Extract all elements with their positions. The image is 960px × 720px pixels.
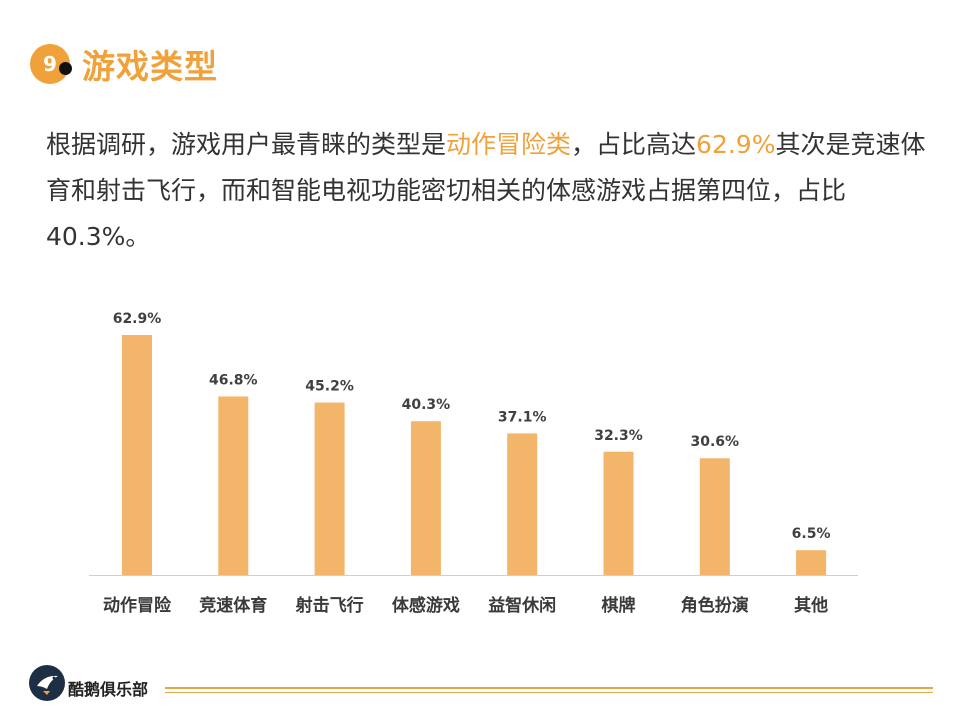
summary-part-2: ，占比高达: [571, 130, 697, 159]
penguin-logo-icon: [29, 665, 65, 701]
category-label-7: 其他: [794, 595, 828, 616]
value-label-4: 37.1%: [498, 409, 547, 425]
summary-part-3: 其次是竞速体育和射击飞行，而和智能电视功能密切相关的体感游戏占据第四位，占比40…: [46, 130, 926, 251]
bar-3: [410, 421, 441, 575]
value-label-1: 46.8%: [209, 372, 258, 388]
value-label-6: 30.6%: [691, 434, 740, 450]
bar-2: [314, 402, 345, 575]
bar-4: [507, 433, 538, 575]
summary-highlight-value: 62.9%: [696, 130, 776, 159]
category-label-4: 益智休闲: [488, 595, 556, 616]
category-label-1: 竞速体育: [199, 595, 267, 616]
summary-part-1: 根据调研，游戏用户最青睐的类型是: [46, 130, 447, 159]
bar-5: [603, 451, 634, 575]
footer-rule-thin: [165, 692, 933, 693]
value-label-0: 62.9%: [113, 311, 162, 327]
category-label-6: 角色扮演: [681, 595, 749, 616]
badge-dot-icon: [59, 62, 72, 75]
slide-header: 9 游戏类型: [22, 34, 422, 94]
summary-highlight-category: 动作冒险类: [446, 130, 572, 159]
chart-bars: [122, 335, 827, 575]
slide-title: 游戏类型: [82, 47, 218, 86]
value-label-2: 45.2%: [305, 379, 354, 395]
summary-text: 根据调研，游戏用户最青睐的类型是动作冒险类，占比高达62.9%其次是竞速体育和射…: [46, 122, 926, 260]
value-label-7: 6.5%: [792, 526, 831, 542]
bar-1: [218, 396, 249, 575]
bar-0: [122, 335, 152, 575]
category-label-0: 动作冒险: [103, 595, 172, 616]
footer-brand-name: 酷鹅俱乐部: [68, 680, 149, 699]
value-label-3: 40.3%: [402, 397, 451, 413]
category-label-3: 体感游戏: [392, 595, 460, 616]
category-label-2: 射击飞行: [295, 595, 364, 616]
category-label-5: 棋牌: [602, 595, 636, 616]
chart-value-labels: 62.9% 46.8% 45.2% 40.3% 37.1% 32.3% 30.6% 6.5%: [113, 311, 831, 542]
bar-7: [796, 550, 827, 575]
bar-6: [699, 458, 730, 575]
chart-category-labels: 动作冒险 竞速体育 射击飞行 体感游戏 益智休闲 棋牌 角色扮演 其他: [103, 595, 828, 616]
value-label-5: 32.3%: [594, 428, 643, 444]
footer-rule: [165, 687, 933, 689]
